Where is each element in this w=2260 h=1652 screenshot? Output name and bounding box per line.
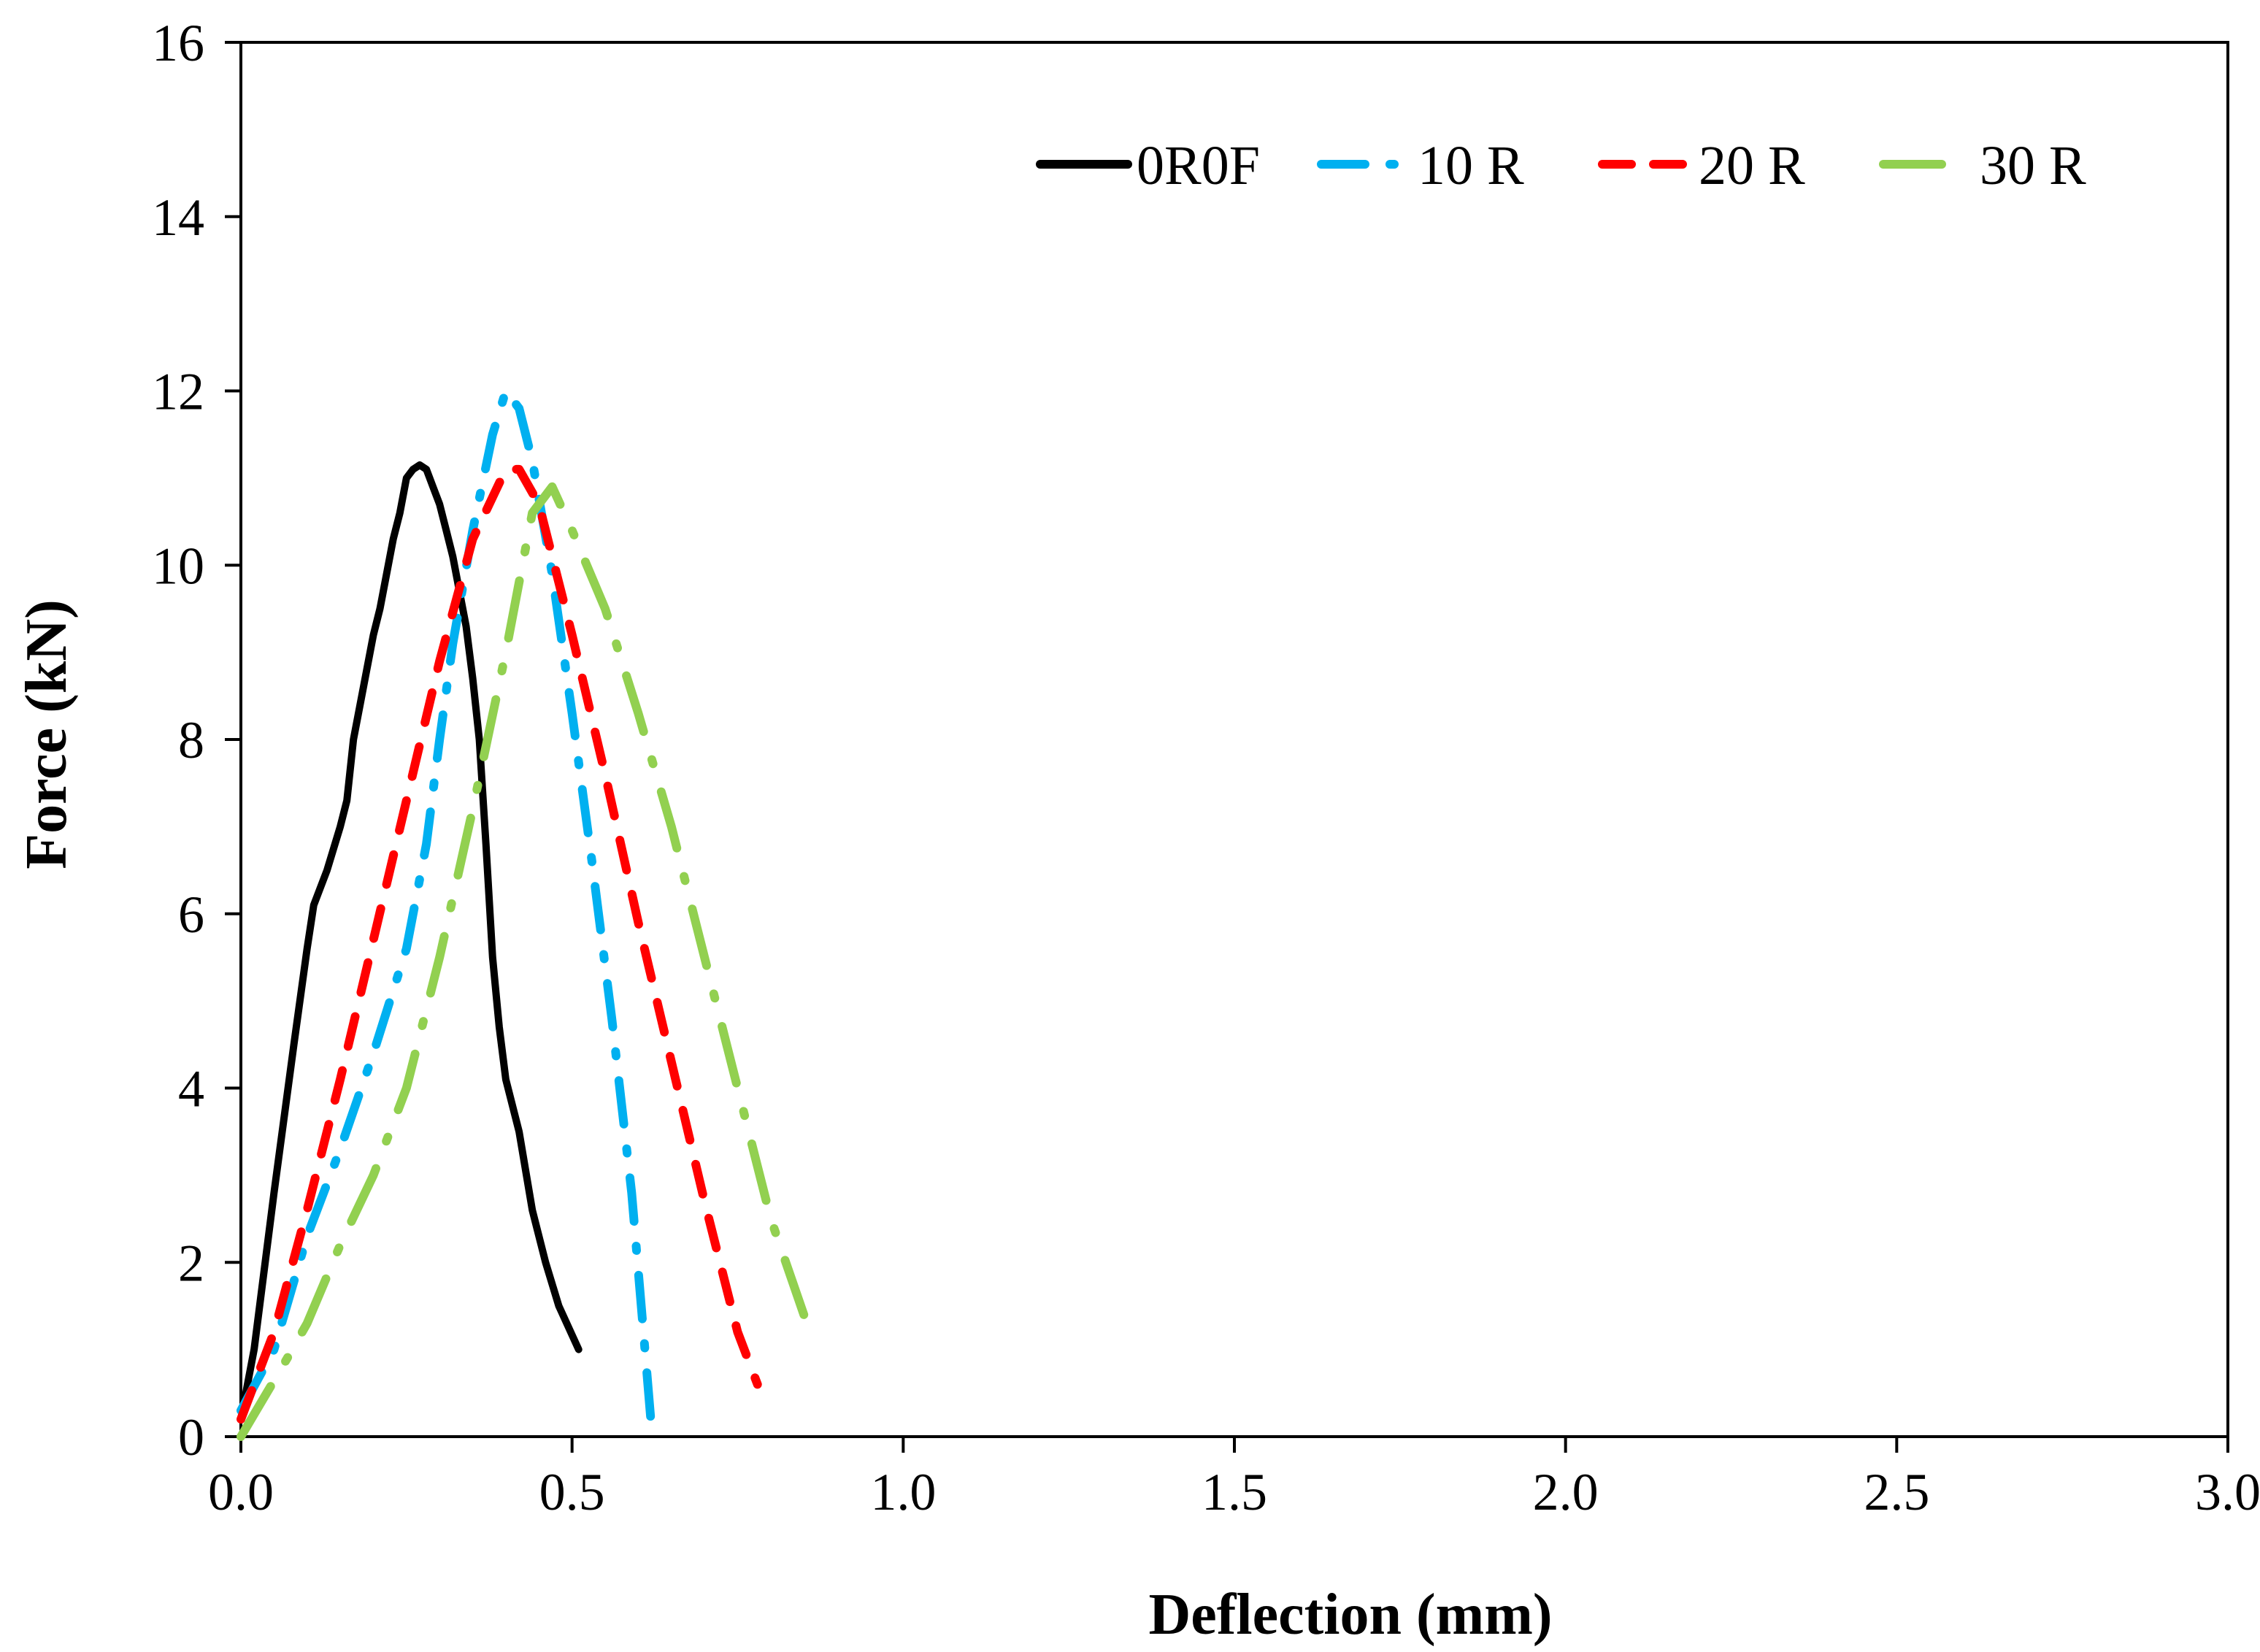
y-tick-label: 16 — [152, 14, 204, 72]
y-tick-label: 12 — [152, 363, 204, 421]
legend-label: 30 R — [1980, 135, 2086, 196]
y-tick-label: 2 — [178, 1234, 204, 1292]
x-tick-label: 3.0 — [2195, 1463, 2260, 1521]
x-axis-ticks: 0.0 0.5 1.0 1.5 2.0 2.5 3.0 — [208, 1437, 2260, 1521]
y-tick-label: 6 — [178, 885, 204, 944]
legend-label: 0R0F — [1137, 135, 1260, 196]
series-line-30-r — [237, 482, 809, 1441]
x-axis-title: Deflection (mm) — [1148, 1583, 1552, 1647]
y-tick-label: 8 — [178, 711, 204, 769]
x-tick-label: 0.0 — [208, 1463, 274, 1521]
series-line-20-r — [237, 464, 762, 1424]
legend-label: 20 R — [1699, 135, 1805, 196]
series-layer — [237, 386, 809, 1441]
y-tick-label: 10 — [152, 537, 204, 595]
legend-label: 10 R — [1418, 135, 1524, 196]
series-line-10-r — [237, 386, 656, 1433]
y-tick-label: 0 — [178, 1408, 204, 1467]
x-tick-label: 2.0 — [1533, 1463, 1599, 1521]
x-tick-label: 1.0 — [870, 1463, 936, 1521]
chart-legend: 0R0F 10 R 20 R 30 R — [1036, 135, 2086, 196]
x-tick-label: 1.5 — [1202, 1463, 1267, 1521]
x-tick-label: 2.5 — [1864, 1463, 1929, 1521]
y-axis-ticks: 0 2 4 6 8 10 12 14 16 — [152, 14, 241, 1467]
y-tick-label: 14 — [152, 188, 204, 247]
series-line-0r0f — [237, 461, 583, 1424]
y-tick-label: 4 — [178, 1060, 204, 1118]
y-axis-title: Force (kN) — [15, 599, 79, 869]
x-tick-label: 0.5 — [539, 1463, 605, 1521]
